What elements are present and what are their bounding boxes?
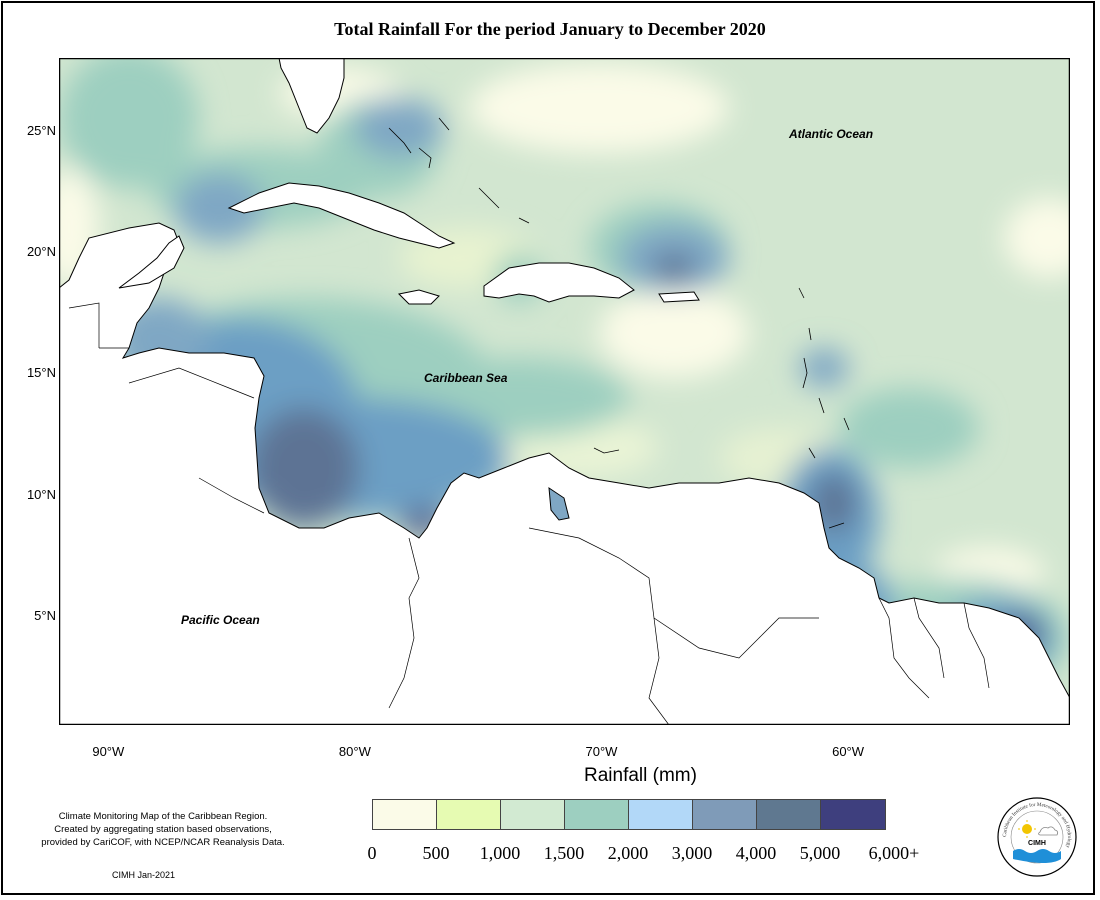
lat-tick-label: 20°N bbox=[26, 244, 56, 260]
lon-tick-label: 60°W bbox=[832, 744, 865, 759]
lon-tick-label: 80°W bbox=[338, 744, 371, 759]
legend-swatch bbox=[437, 800, 501, 829]
credit-stamp: CIMH Jan-2021 bbox=[112, 870, 176, 880]
lat-tick-label: 5°N bbox=[34, 607, 56, 623]
florida-land bbox=[278, 58, 345, 134]
legend-swatch bbox=[693, 800, 757, 829]
legend-swatch bbox=[757, 800, 821, 829]
legend-swatch bbox=[501, 800, 565, 829]
atlantic-ocean-label: Atlantic Ocean bbox=[788, 127, 873, 141]
cimh-logo: Caribbean Institute for Meteorology and … bbox=[997, 797, 1077, 877]
jamaica-land bbox=[397, 289, 440, 305]
credit-line-1: Climate Monitoring Map of the Caribbean … bbox=[58, 811, 268, 822]
legend-break-label: 6,000+ bbox=[868, 843, 920, 863]
rainfall-map: Atlantic Ocean Caribbean Sea Pacific Oce… bbox=[59, 58, 1070, 725]
lon-tick-label: 70°W bbox=[585, 744, 618, 759]
map-title: Total Rainfall For the period January to… bbox=[334, 19, 766, 39]
lat-tick-label: 25°N bbox=[26, 122, 56, 138]
legend-break-label: 1,000 bbox=[479, 843, 521, 863]
lon-tick-label: 90°W bbox=[92, 744, 125, 759]
sun-icon bbox=[1022, 824, 1032, 834]
legend-break-label: 4,000 bbox=[735, 843, 777, 863]
legend-swatch bbox=[821, 800, 885, 829]
pacific-ocean-label: Pacific Ocean bbox=[181, 613, 260, 627]
legend-break-label: 0 bbox=[367, 843, 377, 863]
legend-title: Rainfall (mm) bbox=[584, 765, 697, 786]
land-masses bbox=[59, 58, 1070, 725]
map-border bbox=[59, 58, 1070, 725]
central-america-land bbox=[59, 222, 1070, 725]
hispaniola-land bbox=[483, 262, 635, 303]
legend-break-label: 2,000 bbox=[607, 843, 649, 863]
island-outlines bbox=[388, 117, 850, 529]
legend-swatch bbox=[629, 800, 693, 829]
legend-swatch bbox=[565, 800, 629, 829]
credit-line-2: Created by aggregating station based obs… bbox=[54, 824, 272, 835]
legend-swatch bbox=[373, 800, 437, 829]
logo-label: CIMH bbox=[1028, 840, 1046, 847]
legend-break-label: 5,000 bbox=[799, 843, 841, 863]
cloud-icon bbox=[1038, 826, 1059, 836]
legend-color-bar bbox=[372, 799, 886, 830]
country-borders bbox=[68, 302, 990, 725]
credit-text: Climate Monitoring Map of the Caribbean … bbox=[28, 810, 298, 849]
cuba-land bbox=[227, 182, 456, 249]
lat-tick-label: 15°N bbox=[26, 365, 56, 381]
lat-tick-label: 10°N bbox=[26, 486, 56, 502]
legend-break-label: 500 bbox=[422, 843, 450, 863]
legend-break-label: 1,500 bbox=[543, 843, 585, 863]
puerto-rico-land bbox=[658, 291, 700, 303]
caribbean-sea-label: Caribbean Sea bbox=[424, 371, 508, 385]
credit-line-3: provided by CariCOF, with NCEP/NCAR Rean… bbox=[41, 837, 285, 848]
legend-break-label: 3,000 bbox=[671, 843, 713, 863]
wave-icon bbox=[1013, 849, 1061, 863]
